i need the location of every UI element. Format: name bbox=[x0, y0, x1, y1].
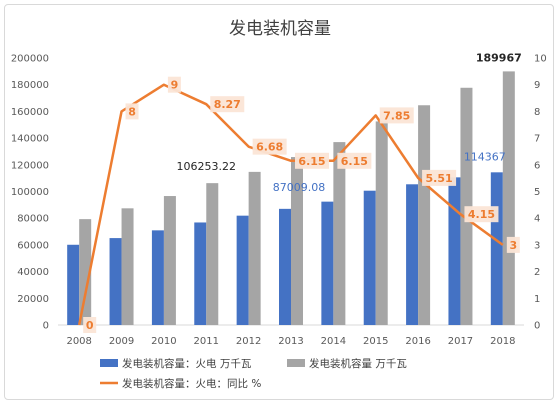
x-tick-label: 2016 bbox=[405, 336, 430, 347]
left-tick-label: 40000 bbox=[17, 267, 49, 278]
bar-thermal bbox=[490, 172, 503, 325]
yoy-label: 7.85 bbox=[383, 109, 410, 122]
annotation-total-2018: 189967 bbox=[476, 51, 522, 64]
right-tick-label: 6 bbox=[534, 160, 540, 171]
bar-total bbox=[121, 208, 134, 325]
bar-thermal bbox=[151, 230, 164, 325]
right-axis-ticks: 0 1 2 3 4 5 6 7 8 9 10 bbox=[534, 54, 547, 332]
yoy-label: 0 bbox=[86, 319, 94, 332]
annotation-thermal-2018: 114367 bbox=[464, 150, 506, 163]
bar-thermal bbox=[321, 201, 334, 325]
bar-thermal bbox=[363, 190, 376, 325]
left-axis-ticks: 0 20000 40000 60000 80000 100000 120000 140000 1… bbox=[11, 54, 49, 332]
legend-label-yoy: 发电装机容量：火电：同比 % bbox=[122, 377, 261, 390]
bars-group bbox=[67, 71, 515, 325]
right-tick-label: 1 bbox=[534, 294, 540, 305]
x-tick-label: 2018 bbox=[490, 336, 515, 347]
left-tick-label: 80000 bbox=[17, 214, 49, 225]
x-tick-label: 2008 bbox=[66, 336, 91, 347]
yoy-label: 5.51 bbox=[426, 172, 453, 185]
annotation-thermal-2013: 87009.08 bbox=[273, 181, 326, 194]
x-tick-label: 2014 bbox=[321, 336, 346, 347]
yoy-label: 8.27 bbox=[214, 98, 241, 111]
yoy-label: 4.15 bbox=[468, 208, 495, 221]
left-tick-label: 160000 bbox=[11, 107, 49, 118]
bar-thermal bbox=[279, 208, 291, 325]
yoy-label-box bbox=[422, 169, 457, 186]
annotations-group: 106253.22 87009.08 189967 114367 bbox=[177, 51, 522, 193]
bar-thermal bbox=[109, 238, 122, 325]
right-tick-label: 2 bbox=[534, 267, 540, 278]
yoy-label-box bbox=[252, 138, 287, 155]
yoy-label: 8 bbox=[128, 105, 136, 118]
left-tick-label: 20000 bbox=[17, 294, 49, 305]
yoy-label-box bbox=[210, 96, 245, 113]
left-tick-label: 60000 bbox=[17, 240, 49, 251]
yoy-label: 6.15 bbox=[298, 155, 325, 168]
yoy-label-box bbox=[506, 236, 520, 253]
legend: 发电装机容量：火电 万千瓦 发电装机容量 万千瓦 发电装机容量：火电：同比 % bbox=[100, 357, 407, 390]
bar-thermal bbox=[236, 215, 249, 325]
x-tick-label: 2009 bbox=[109, 336, 134, 347]
right-tick-label: 10 bbox=[534, 54, 547, 65]
bar-total bbox=[375, 121, 388, 325]
left-tick-label: 200000 bbox=[11, 54, 49, 65]
yoy-label-box bbox=[167, 76, 181, 93]
legend-label-total: 发电装机容量 万千瓦 bbox=[309, 357, 407, 370]
right-tick-label: 7 bbox=[534, 134, 540, 145]
bar-thermal bbox=[194, 222, 207, 325]
line-layer: 0 8 9 8.27 6.68 6.15 6.15 7.85 5.51 4.15 3 bbox=[77, 76, 520, 333]
yoy-label: 9 bbox=[171, 79, 179, 92]
legend-label-thermal: 发电装机容量：火电 万千瓦 bbox=[122, 357, 252, 370]
yoy-label-box bbox=[337, 152, 372, 169]
left-tick-label: 0 bbox=[43, 321, 49, 332]
yoy-label: 3 bbox=[509, 239, 517, 252]
bar-total bbox=[163, 196, 176, 325]
yoy-label: 6.68 bbox=[256, 141, 283, 154]
left-tick-label: 100000 bbox=[11, 187, 49, 198]
x-tick-label: 2015 bbox=[363, 336, 388, 347]
x-tick-label: 2010 bbox=[151, 336, 176, 347]
right-tick-label: 3 bbox=[534, 240, 540, 251]
left-tick-label: 180000 bbox=[11, 80, 49, 91]
right-tick-label: 5 bbox=[534, 187, 540, 198]
x-tick-label: 2012 bbox=[236, 336, 261, 347]
chart-title: 发电装机容量 bbox=[229, 19, 331, 39]
x-tick-label: 2013 bbox=[278, 336, 303, 347]
right-tick-label: 8 bbox=[534, 107, 540, 118]
legend-swatch-total bbox=[287, 359, 305, 367]
right-tick-label: 0 bbox=[534, 321, 540, 332]
yoy-label-box bbox=[83, 317, 97, 333]
bar-total bbox=[206, 183, 219, 325]
x-tick-label: 2011 bbox=[194, 336, 219, 347]
legend-swatch-thermal bbox=[100, 359, 118, 367]
yoy-label-box bbox=[464, 206, 499, 223]
bar-total bbox=[333, 142, 346, 325]
right-tick-label: 4 bbox=[534, 214, 540, 225]
bar-total bbox=[418, 105, 431, 325]
yoy-line bbox=[77, 83, 504, 326]
x-tick-label: 2017 bbox=[448, 336, 473, 347]
bar-total bbox=[79, 219, 92, 325]
right-tick-label: 9 bbox=[534, 80, 540, 91]
bar-thermal bbox=[448, 177, 461, 325]
annotation-total-2011: 106253.22 bbox=[177, 160, 237, 173]
bar-thermal bbox=[67, 244, 80, 325]
left-tick-label: 140000 bbox=[11, 134, 49, 145]
yoy-label-box bbox=[125, 103, 139, 120]
bar-total bbox=[502, 71, 515, 325]
bar-total bbox=[248, 171, 261, 325]
yoy-label-box bbox=[379, 107, 414, 124]
bar-thermal bbox=[406, 184, 419, 325]
bar-total bbox=[291, 157, 303, 325]
x-axis-ticks: 2008 2009 2010 2011 2012 2013 2014 2015 2016 2017… bbox=[66, 336, 515, 347]
yoy-label-box bbox=[295, 152, 329, 169]
yoy-label: 6.15 bbox=[341, 155, 368, 168]
left-tick-label: 120000 bbox=[11, 160, 49, 171]
